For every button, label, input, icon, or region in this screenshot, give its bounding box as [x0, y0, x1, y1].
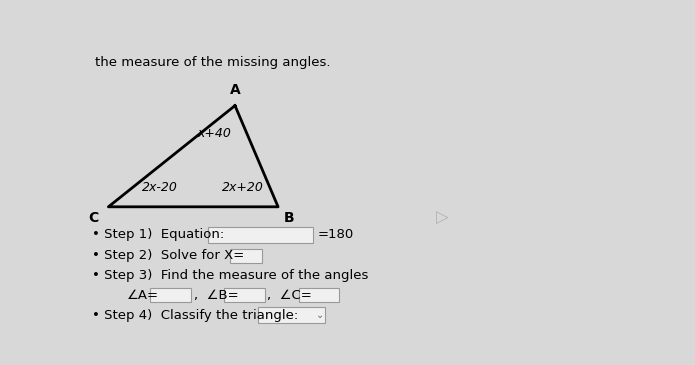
Text: B: B [284, 211, 294, 225]
Text: 2x-20: 2x-20 [142, 181, 177, 194]
FancyBboxPatch shape [299, 288, 339, 302]
Text: ∠A=: ∠A= [127, 289, 159, 302]
FancyBboxPatch shape [229, 249, 262, 263]
Text: the measure of the missing angles.: the measure of the missing angles. [95, 57, 330, 69]
FancyBboxPatch shape [224, 288, 265, 302]
Text: ,  ∠C=: , ∠C= [268, 289, 312, 302]
Text: =180: =180 [318, 228, 354, 241]
Text: C: C [88, 211, 99, 225]
Text: • Step 1)  Equation:: • Step 1) Equation: [92, 228, 229, 241]
Text: 2x+20: 2x+20 [222, 181, 264, 194]
Text: • Step 3)  Find the measure of the angles: • Step 3) Find the measure of the angles [92, 269, 368, 282]
Text: A: A [229, 83, 240, 97]
FancyBboxPatch shape [150, 288, 191, 302]
Text: x+40: x+40 [197, 127, 231, 140]
FancyBboxPatch shape [208, 227, 313, 243]
Text: ▷: ▷ [436, 209, 449, 227]
Text: • Step 2)  Solve for X=: • Step 2) Solve for X= [92, 250, 245, 262]
Text: ⌄: ⌄ [316, 310, 324, 320]
Text: ,  ∠B=: , ∠B= [193, 289, 238, 302]
Text: • Step 4)  Classify the triangle:: • Step 4) Classify the triangle: [92, 308, 303, 322]
FancyBboxPatch shape [258, 307, 325, 323]
